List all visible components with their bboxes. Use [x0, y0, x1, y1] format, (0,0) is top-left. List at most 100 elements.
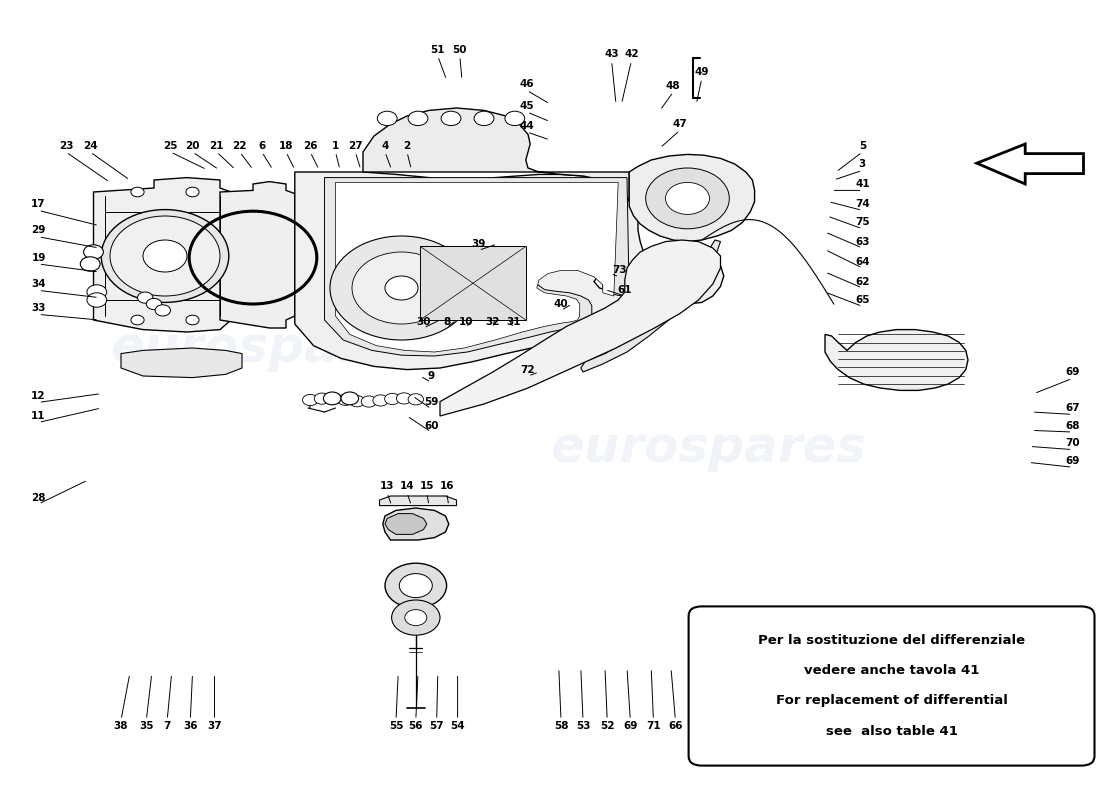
- Polygon shape: [94, 178, 231, 332]
- Text: 43: 43: [604, 50, 619, 59]
- Text: 23: 23: [58, 141, 74, 150]
- Text: 69: 69: [1065, 456, 1080, 466]
- Text: 75: 75: [855, 218, 870, 227]
- Text: 56: 56: [408, 721, 424, 730]
- Circle shape: [646, 168, 729, 229]
- Circle shape: [396, 393, 411, 404]
- Text: 64: 64: [855, 257, 870, 266]
- Text: 17: 17: [31, 199, 46, 209]
- Text: 10: 10: [459, 317, 474, 326]
- Circle shape: [80, 257, 100, 271]
- Text: 69: 69: [623, 721, 638, 730]
- Circle shape: [155, 305, 170, 316]
- Circle shape: [408, 394, 424, 405]
- Text: 65: 65: [855, 295, 870, 305]
- Text: 60: 60: [424, 421, 439, 430]
- Circle shape: [405, 610, 427, 626]
- Text: 42: 42: [624, 50, 639, 59]
- Text: 69: 69: [1065, 367, 1080, 377]
- Text: vedere anche tavola 41: vedere anche tavola 41: [804, 664, 979, 677]
- Circle shape: [341, 392, 359, 405]
- Text: 40: 40: [553, 299, 569, 309]
- Text: 18: 18: [278, 141, 294, 150]
- Circle shape: [302, 394, 318, 406]
- Text: 50: 50: [452, 45, 468, 54]
- Text: see  also table 41: see also table 41: [826, 725, 957, 738]
- Text: 6: 6: [258, 141, 265, 150]
- Text: 62: 62: [855, 277, 870, 286]
- Text: 41: 41: [855, 179, 870, 189]
- Text: 8: 8: [443, 317, 450, 326]
- Circle shape: [87, 293, 107, 307]
- Text: 22: 22: [232, 141, 248, 150]
- Text: 1: 1: [332, 141, 339, 150]
- Text: 66: 66: [668, 721, 683, 730]
- Polygon shape: [385, 514, 427, 534]
- Text: 30: 30: [416, 317, 431, 326]
- Circle shape: [385, 394, 400, 405]
- Text: 55: 55: [388, 721, 404, 730]
- Text: 52: 52: [600, 721, 615, 730]
- Text: 61: 61: [617, 285, 632, 294]
- Text: 51: 51: [430, 45, 446, 54]
- Text: 28: 28: [31, 493, 46, 502]
- Text: 57: 57: [429, 721, 444, 730]
- Circle shape: [131, 187, 144, 197]
- Polygon shape: [336, 182, 618, 352]
- Text: 29: 29: [31, 226, 46, 235]
- Text: 72: 72: [520, 365, 536, 374]
- Circle shape: [350, 396, 365, 407]
- Circle shape: [377, 111, 397, 126]
- Polygon shape: [440, 240, 720, 416]
- Circle shape: [441, 111, 461, 126]
- Polygon shape: [295, 172, 724, 370]
- Text: 33: 33: [31, 303, 46, 313]
- Text: 4: 4: [382, 141, 388, 150]
- Circle shape: [138, 292, 153, 303]
- Circle shape: [392, 600, 440, 635]
- Text: 21: 21: [209, 141, 224, 150]
- Text: 12: 12: [31, 391, 46, 401]
- Circle shape: [101, 210, 229, 302]
- Text: 68: 68: [1065, 421, 1080, 430]
- Text: 27: 27: [348, 141, 363, 150]
- Text: 15: 15: [419, 482, 435, 491]
- Text: 13: 13: [379, 482, 395, 491]
- Text: 5: 5: [859, 141, 866, 150]
- Text: 45: 45: [519, 101, 535, 110]
- Circle shape: [143, 240, 187, 272]
- Circle shape: [505, 111, 525, 126]
- Text: 59: 59: [424, 398, 439, 407]
- Polygon shape: [324, 178, 629, 356]
- Text: 63: 63: [855, 237, 870, 246]
- Polygon shape: [420, 246, 526, 320]
- Text: 14: 14: [399, 482, 415, 491]
- Text: eurospares: eurospares: [550, 424, 866, 472]
- Text: 49: 49: [694, 67, 710, 77]
- Text: Per la sostituzione del differenziale: Per la sostituzione del differenziale: [758, 634, 1025, 646]
- Text: 32: 32: [485, 317, 501, 326]
- Text: 9: 9: [428, 371, 435, 381]
- Polygon shape: [121, 348, 242, 378]
- Text: eurospares: eurospares: [110, 324, 426, 372]
- Circle shape: [385, 276, 418, 300]
- Circle shape: [399, 574, 432, 598]
- Circle shape: [330, 236, 473, 340]
- Polygon shape: [581, 240, 720, 372]
- Circle shape: [186, 187, 199, 197]
- Polygon shape: [379, 496, 456, 506]
- Text: 44: 44: [519, 121, 535, 130]
- Text: 24: 24: [82, 141, 98, 150]
- Text: 58: 58: [553, 721, 569, 730]
- Text: 3: 3: [859, 159, 866, 169]
- Text: 25: 25: [163, 141, 178, 150]
- Text: 20: 20: [185, 141, 200, 150]
- Text: 7: 7: [164, 721, 170, 730]
- Circle shape: [474, 111, 494, 126]
- Circle shape: [373, 395, 388, 406]
- Circle shape: [84, 245, 103, 259]
- Polygon shape: [363, 108, 629, 202]
- Circle shape: [186, 315, 199, 325]
- Polygon shape: [977, 144, 1084, 184]
- Circle shape: [323, 392, 341, 405]
